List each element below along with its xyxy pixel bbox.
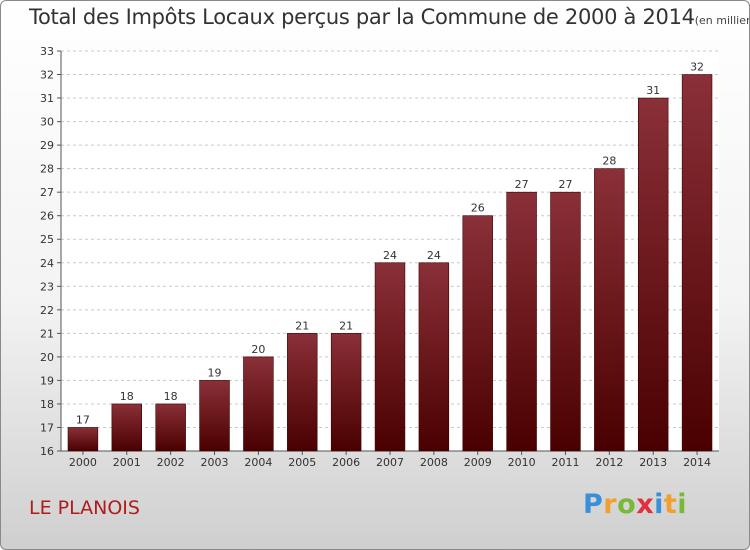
bar xyxy=(681,74,713,452)
x-tick-label: 2004 xyxy=(244,456,272,469)
y-tick-label: 18 xyxy=(40,398,54,411)
bar xyxy=(594,168,625,452)
y-tick-label: 22 xyxy=(40,304,54,317)
data-label: 28 xyxy=(602,155,616,168)
logo-letter: t xyxy=(663,489,678,520)
x-tick-label: 2002 xyxy=(157,456,185,469)
x-tick-label: 2001 xyxy=(113,456,141,469)
commune-name: LE PLANOIS xyxy=(29,497,140,519)
data-label: 18 xyxy=(120,390,134,403)
bar xyxy=(506,191,537,452)
y-tick-label: 24 xyxy=(40,257,54,270)
data-label: 18 xyxy=(164,390,178,403)
bar xyxy=(243,356,274,452)
x-tick-label: 2012 xyxy=(595,456,623,469)
x-tick-label: 2010 xyxy=(508,456,536,469)
logo-letter: i xyxy=(677,489,688,520)
bar xyxy=(287,333,318,452)
y-tick-label: 29 xyxy=(40,139,54,152)
x-tick-label: 2014 xyxy=(683,456,711,469)
data-label: 17 xyxy=(76,413,90,426)
y-tick-label: 31 xyxy=(40,92,54,105)
data-label: 27 xyxy=(515,178,529,191)
logo-letter: o xyxy=(617,489,637,520)
y-tick-label: 25 xyxy=(40,233,54,246)
x-tick-label: 2008 xyxy=(420,456,448,469)
bar xyxy=(111,403,143,452)
y-tick-label: 30 xyxy=(40,116,54,129)
data-label: 31 xyxy=(646,84,660,97)
x-tick-label: 2009 xyxy=(464,456,492,469)
data-label: 21 xyxy=(339,319,353,332)
y-tick-label: 19 xyxy=(40,374,54,387)
data-label: 19 xyxy=(208,366,222,379)
x-tick-label: 2011 xyxy=(551,456,579,469)
y-tick-label: 27 xyxy=(40,186,54,199)
bar xyxy=(374,262,406,452)
data-label: 24 xyxy=(427,249,441,262)
data-label: 24 xyxy=(383,249,397,262)
data-label: 27 xyxy=(558,178,572,191)
x-tick-label: 2003 xyxy=(201,456,229,469)
y-tick-label: 32 xyxy=(40,69,54,82)
x-tick-label: 2000 xyxy=(69,456,97,469)
data-label: 32 xyxy=(690,61,704,74)
y-tick-label: 16 xyxy=(40,445,54,458)
bar xyxy=(155,403,186,452)
y-tick-label: 21 xyxy=(40,327,54,340)
bar xyxy=(67,427,99,452)
x-tick-label: 2006 xyxy=(332,456,360,469)
proxiti-logo[interactable]: Proxiti xyxy=(583,489,687,520)
x-tick-label: 2013 xyxy=(639,456,667,469)
y-tick-label: 33 xyxy=(40,45,54,58)
bar xyxy=(462,215,493,452)
chart-title-text: Total des Impôts Locaux perçus par la Co… xyxy=(29,5,695,29)
data-label: 26 xyxy=(471,202,485,215)
bar xyxy=(637,97,669,452)
data-label: 20 xyxy=(251,343,265,356)
logo-letter: x xyxy=(636,489,655,520)
chart-title-unit: (en milliers d'€) xyxy=(694,14,749,27)
bar xyxy=(418,262,450,452)
bar xyxy=(199,380,230,452)
logo-letter: i xyxy=(654,489,664,520)
x-tick-label: 2005 xyxy=(288,456,316,469)
y-tick-label: 17 xyxy=(40,421,54,434)
y-tick-label: 20 xyxy=(40,351,54,364)
logo-letter: r xyxy=(603,489,618,520)
chart-title: Total des Impôts Locaux perçus par la Co… xyxy=(29,5,749,29)
data-label: 21 xyxy=(295,319,309,332)
y-tick-label: 28 xyxy=(40,163,54,176)
logo-letter: P xyxy=(583,489,604,520)
x-tick-label: 2007 xyxy=(376,456,404,469)
y-tick-label: 26 xyxy=(40,210,54,223)
bar xyxy=(550,191,581,452)
bar xyxy=(330,333,362,452)
y-tick-label: 23 xyxy=(40,280,54,293)
